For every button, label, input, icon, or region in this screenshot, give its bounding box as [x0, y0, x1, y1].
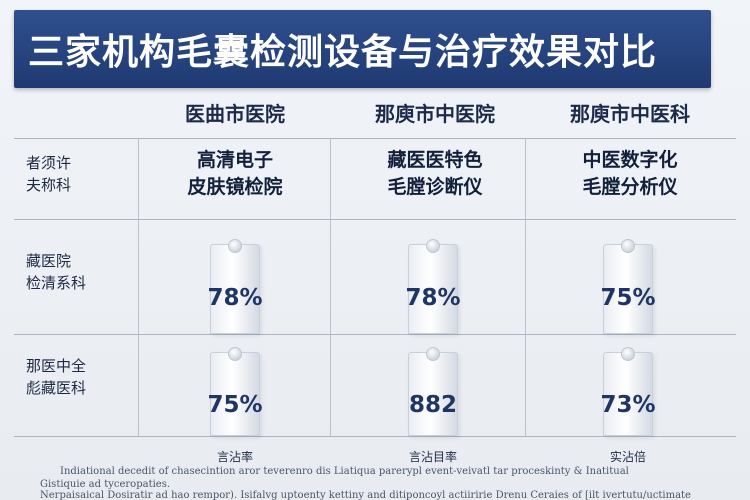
column-header-1: 医曲市医院 [185, 102, 285, 126]
rate-value: 78% [405, 285, 461, 311]
pillar-icon [603, 239, 653, 334]
row-label-line: 那医中全 [26, 357, 87, 375]
column-header-3: 那庾市中医科 [570, 102, 690, 126]
row-divider [14, 219, 736, 220]
row-divider [14, 436, 736, 437]
row-divider [14, 138, 736, 139]
pillar-icon [408, 347, 458, 436]
pillar-cap-icon [228, 239, 242, 253]
rate-value: 73% [600, 392, 656, 418]
footnote-line: Gistiquie ad tyceropaties. [40, 479, 171, 490]
column-divider [525, 138, 526, 436]
column-divider [330, 138, 331, 436]
row-label-3: 那医中全 彪藏医科 [26, 355, 86, 399]
device-cell-2: 藏医医特色 毛膛诊断仪 [355, 147, 515, 201]
footnote-line: Indiational decedit of chasecintion aror… [60, 466, 629, 477]
device-line: 中医数字化 [582, 149, 678, 171]
device-line: 毛膛分析仪 [582, 176, 678, 198]
pillar-icon [210, 347, 260, 436]
device-cell-1: 高清电子 皮肤镜检院 [160, 147, 310, 201]
row-label-line: 彪藏医科 [26, 379, 87, 397]
pillar-cap-icon [228, 347, 242, 361]
pillar-cap-icon [621, 239, 635, 253]
footnote-line: Nerpaisaical Dosiratir ad hao rempor). I… [40, 490, 691, 500]
rate-value: 75% [600, 285, 656, 311]
page-title: 三家机构毛囊检测设备与治疗效果对比 [28, 32, 658, 73]
device-line: 皮肤镜检院 [187, 176, 283, 198]
footer-label: 言沾率 [216, 450, 253, 464]
footer-label: 实沾倍 [609, 450, 646, 464]
device-cell-3: 中医数字化 毛膛分析仪 [545, 147, 715, 201]
pillar-cap-icon [426, 347, 440, 361]
pillar-icon [408, 239, 458, 334]
device-line: 藏医医特色 [387, 149, 483, 171]
row-label-line: 藏医院 [26, 252, 72, 270]
row-label-1: 者须许 夫称科 [26, 152, 71, 196]
device-line: 毛膛诊断仪 [387, 176, 483, 198]
pillar-cap-icon [621, 347, 635, 361]
pillar-icon [210, 239, 260, 334]
row-label-2: 藏医院 检清系科 [26, 250, 86, 294]
pillar-icon [603, 347, 653, 436]
rate-value: 75% [207, 392, 263, 418]
row-label-line: 夫称科 [26, 176, 72, 194]
footer-label: 言沾目率 [408, 450, 457, 464]
column-header-2: 那庾市中医院 [375, 102, 495, 126]
row-label-line: 者须许 [26, 154, 72, 172]
rate-value: 78% [207, 285, 263, 311]
pillar-cap-icon [426, 239, 440, 253]
device-line: 高清电子 [196, 149, 273, 171]
row-divider [14, 334, 736, 335]
row-label-line: 检清系科 [26, 274, 87, 292]
rate-value: 882 [408, 392, 457, 418]
title-banner: 三家机构毛囊检测设备与治疗效果对比 [14, 10, 711, 88]
column-divider [138, 138, 139, 436]
